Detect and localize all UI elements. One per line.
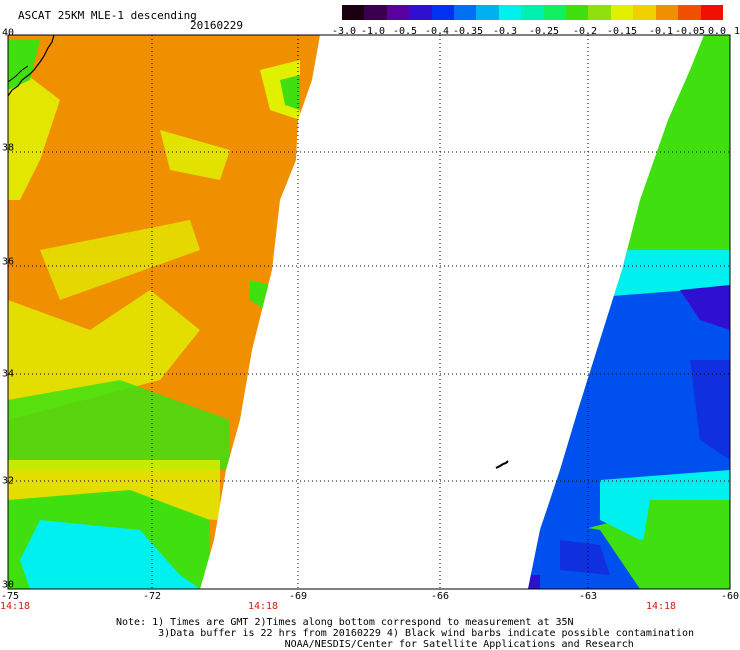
lon-label-69: -69 <box>288 591 308 602</box>
map-frame <box>7 34 731 590</box>
time-label-mid: 14:18 <box>247 601 279 612</box>
colorbar-tick-label: 1.0 <box>733 26 740 37</box>
lat-label-32: 32 <box>2 475 15 487</box>
colorbar-tick-label: -0.3 <box>492 26 518 37</box>
colorbar-swatch <box>588 5 611 20</box>
note-line-3: NOAA/NESDIS/Center for Satellite Applica… <box>284 639 634 650</box>
map-date: 20160229 <box>190 19 243 32</box>
colorbar-swatch <box>700 5 723 20</box>
colorbar-tick-label: -0.25 <box>528 26 560 37</box>
colorbar-tick-label: -1.0 <box>360 26 386 37</box>
wind-field-region <box>8 40 40 90</box>
colorbar-swatch <box>364 5 387 20</box>
colorbar-swatch <box>566 5 589 20</box>
colorbar-swatch <box>521 5 544 20</box>
footnotes: Note: 1) Times are GMT 2)Times along bot… <box>116 617 694 650</box>
coastline <box>7 65 29 83</box>
colorbar-swatch <box>633 5 656 20</box>
lat-label-36: 36 <box>2 256 15 268</box>
colorbar-swatch <box>610 5 634 20</box>
wind-field-region <box>40 220 200 300</box>
wind-field-region <box>280 75 300 110</box>
swath-left <box>8 35 320 589</box>
colorbar-swatch <box>342 5 365 20</box>
lon-label-63: -63 <box>578 591 598 602</box>
wind-field-region <box>560 540 610 575</box>
wind-field-region <box>20 520 200 589</box>
time-label-left: 14:18 <box>0 601 31 612</box>
colorbar-swatch <box>678 5 701 20</box>
lon-label-72: -72 <box>142 591 162 602</box>
map-title: ASCAT 25KM MLE-1 descending <box>18 9 197 22</box>
wind-field-region <box>8 380 230 470</box>
colorbar-swatch <box>655 5 679 20</box>
colorbar-tick-label: -0.1 <box>648 26 674 37</box>
colorbar-tick-label: -0.4 <box>424 26 450 37</box>
colorbar-swatch <box>498 5 522 20</box>
colorbar-tick-label: -0.05 <box>674 26 706 37</box>
lon-label-66: -66 <box>430 591 450 602</box>
colorbar-swatch <box>386 5 410 20</box>
time-label-right: 14:18 <box>645 601 677 612</box>
wind-field-region <box>680 285 730 330</box>
colorbar-swatch <box>454 5 477 20</box>
lon-label-75: -75 <box>0 591 20 602</box>
wind-field-region <box>690 360 730 460</box>
colorbar-ticks: -3.0 -1.0 -0.5 -0.4 -0.35 -0.3 -0.25 -0.2 -0.15-… <box>330 26 740 38</box>
bermuda-island <box>495 460 509 469</box>
colorbar-swatch <box>543 5 567 20</box>
note-line-2: 3)Data buffer is 22 hrs from 20160229 4)… <box>158 628 694 639</box>
coastline <box>7 34 55 97</box>
wind-field-region <box>528 575 540 589</box>
colorbar-tick-label: -3.0 <box>331 26 357 37</box>
wind-field-region <box>160 130 230 180</box>
lat-label-40: 40 <box>2 27 15 39</box>
lon-label-60: -60 <box>720 591 740 602</box>
wind-field-region <box>8 290 200 420</box>
colorbar-tick-label: -0.2 <box>572 26 598 37</box>
lat-label-38: 38 <box>2 142 15 154</box>
colorbar-tick-label: -0.5 <box>392 26 418 37</box>
note-line-1: Note: 1) Times are GMT 2)Times along bot… <box>116 617 574 628</box>
colorbar-tick-label: 0.0 <box>707 26 727 37</box>
swath-right <box>528 35 730 589</box>
colorbar-swatch <box>476 5 499 20</box>
colorbar <box>342 5 723 20</box>
wind-field-region <box>640 500 730 589</box>
wind-field-region <box>8 60 60 200</box>
colorbar-tick-label: -0.15 <box>606 26 638 37</box>
colorbar-tick-label: -0.35 <box>452 26 484 37</box>
lat-label-30: 30 <box>2 579 15 591</box>
colorbar-swatch <box>409 5 432 20</box>
colorbar-swatch <box>431 5 455 20</box>
lat-label-34: 34 <box>2 368 15 380</box>
